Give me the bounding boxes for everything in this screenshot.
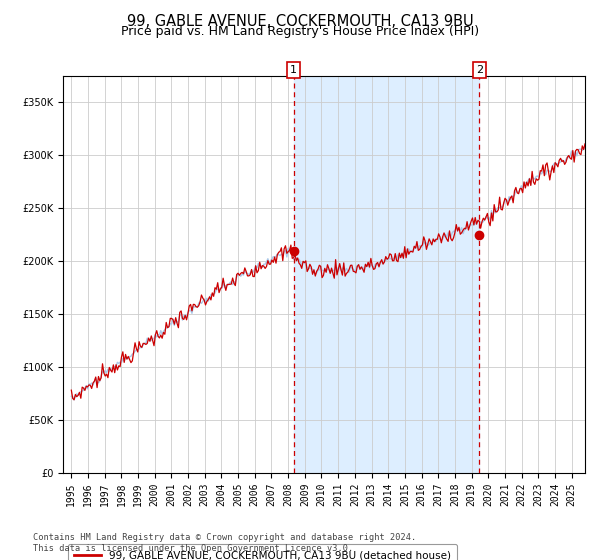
Text: 1: 1 [290, 65, 297, 75]
Bar [293, 76, 479, 473]
Text: Contains HM Land Registry data © Crown copyright and database right 2024.
This d: Contains HM Land Registry data © Crown c… [33, 533, 416, 553]
Text: Price paid vs. HM Land Registry's House Price Index (HPI): Price paid vs. HM Land Registry's House … [121, 25, 479, 38]
Legend: 99, GABLE AVENUE, COCKERMOUTH, CA13 9BU (detached house), HPI: Average price, de: 99, GABLE AVENUE, COCKERMOUTH, CA13 9BU … [68, 544, 457, 560]
Text: 99, GABLE AVENUE, COCKERMOUTH, CA13 9BU: 99, GABLE AVENUE, COCKERMOUTH, CA13 9BU [127, 14, 473, 29]
Text: 2: 2 [476, 65, 483, 75]
